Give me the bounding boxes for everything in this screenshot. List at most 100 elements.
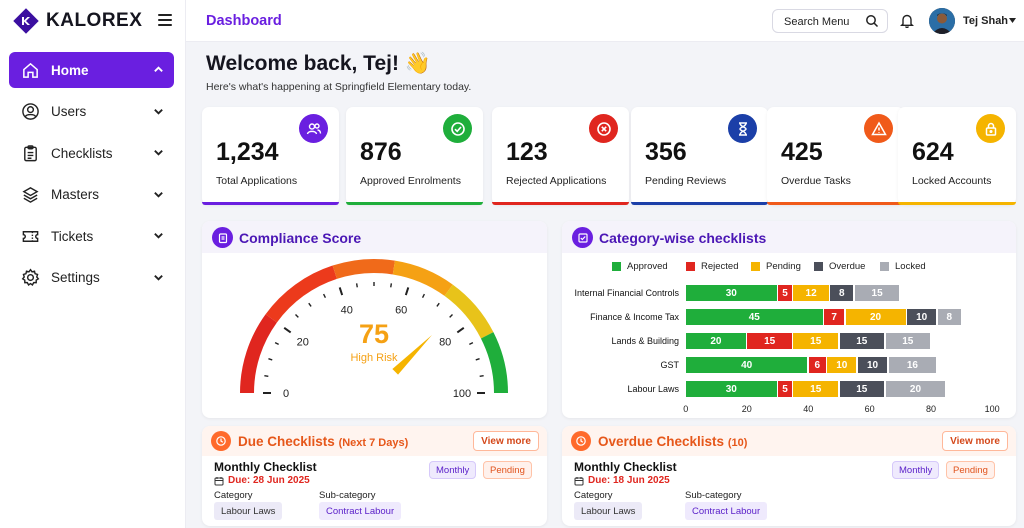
due-date: Due: 28 Jun 2025 [214, 475, 310, 486]
legend-item[interactable]: Pending [751, 261, 801, 272]
sidebar-item-settings[interactable]: Settings [9, 260, 174, 296]
gauge-tick-label: 0 [283, 388, 289, 400]
stat-accent-bar [898, 202, 1016, 205]
bar-segment[interactable]: 6 [808, 357, 826, 373]
category-label: Finance & Income Tax [590, 312, 679, 322]
chevron-down-icon[interactable] [153, 272, 164, 283]
bar-segment[interactable]: 20 [845, 309, 906, 325]
chevron-down-icon[interactable] [153, 106, 164, 117]
sidebar-item-home[interactable]: Home [9, 52, 174, 88]
bar-segment[interactable]: 10 [907, 309, 937, 325]
gauge-arc [392, 260, 453, 297]
chevron-down-icon[interactable] [153, 147, 164, 158]
category-label: Internal Financial Controls [574, 288, 679, 298]
search-menu-button[interactable]: Search Menu [772, 9, 888, 33]
clock-alert-icon [571, 431, 591, 451]
status-badge: Pending [483, 461, 532, 479]
chevron-up-icon[interactable] [153, 64, 164, 75]
view-more-button[interactable]: View more [942, 431, 1008, 451]
bar-segment[interactable]: 16 [888, 357, 937, 373]
x-axis-tick-label: 0 [683, 404, 689, 414]
checklist-name[interactable]: Monthly Checklist [574, 460, 677, 474]
bar-segment[interactable]: 40 [686, 357, 808, 373]
stat-card-approved-enrolments[interactable]: 876 Approved Enrolments [346, 107, 483, 205]
bar-segment[interactable]: 15 [793, 381, 838, 397]
bar-segment[interactable]: 5 [778, 381, 792, 397]
bar-segment[interactable]: 30 [686, 285, 777, 301]
bar-segment[interactable]: 10 [827, 357, 857, 373]
user-name[interactable]: Tej Shah [963, 15, 1009, 27]
stat-label: Approved Enrolments [360, 175, 461, 187]
compliance-gauge: 0 20 40 60 80 100 75 High Risk [240, 259, 508, 400]
legend-item[interactable]: Overdue [814, 261, 865, 272]
sidebar-item-label: Home [51, 62, 89, 78]
stat-card-pending-reviews[interactable]: 356 Pending Reviews [631, 107, 768, 205]
checklist-name[interactable]: Monthly Checklist [214, 460, 317, 474]
legend-swatch [612, 262, 621, 271]
sidebar-nav: Home Users Checklists Masters Tickets Se… [0, 52, 185, 296]
sidebar-item-tickets[interactable]: Tickets [9, 218, 174, 254]
frequency-badge: Monthly [429, 461, 477, 479]
panel-header: Overdue Checklists (10) View more [562, 426, 1016, 456]
stat-card-rejected-applications[interactable]: 123 Rejected Applications [492, 107, 629, 205]
legend-item[interactable]: Approved [612, 261, 668, 272]
category-label: GST [660, 360, 679, 370]
bar-segment[interactable]: 15 [885, 333, 931, 349]
bar-segment[interactable]: 30 [686, 381, 777, 397]
gauge-tick [404, 287, 410, 296]
bar-segment[interactable]: 10 [857, 357, 888, 373]
bar-segment[interactable]: 20 [686, 333, 746, 349]
bar-segment[interactable]: 8 [937, 309, 961, 325]
gauge-tick [390, 283, 393, 288]
title-text: Due Checklists [238, 434, 335, 449]
bar-segment[interactable]: 15 [854, 285, 900, 301]
chevron-down-icon[interactable] [153, 189, 164, 200]
stat-value: 1,234 [216, 138, 279, 166]
gauge-tick [479, 374, 484, 377]
frequency-badge: Monthly [892, 461, 940, 479]
bar-segment[interactable]: 45 [686, 309, 823, 325]
sidebar-item-users[interactable]: Users [9, 94, 174, 130]
bar-segment[interactable]: 15 [793, 333, 838, 349]
due-date-text: Due: 18 Jun 2025 [588, 475, 670, 486]
legend-item[interactable]: Rejected [686, 261, 739, 272]
stat-card-overdue-tasks[interactable]: 425 Overdue Tasks [767, 107, 904, 205]
bar-segment[interactable]: 15 [747, 333, 792, 349]
sidebar-item-masters[interactable]: Masters [9, 177, 174, 213]
gauge-tick [322, 293, 327, 298]
bar-segment[interactable]: 20 [885, 381, 946, 397]
stat-accent-bar [767, 202, 904, 205]
panel-title: Overdue Checklists (10) [598, 434, 747, 449]
panel-title: Due Checklists (Next 7 Days) [238, 434, 408, 449]
stat-card-total-applications[interactable]: 1,234 Total Applications [202, 107, 339, 205]
panel-header: Compliance Score [202, 221, 547, 253]
chevron-down-icon[interactable] [153, 230, 164, 241]
subcategory-label: Sub-category [319, 490, 376, 501]
bar-segment[interactable]: 15 [839, 381, 885, 397]
bar-segment[interactable]: 7 [824, 309, 845, 325]
x-axis-tick-label: 80 [926, 404, 937, 414]
menu-toggle-icon[interactable] [158, 14, 172, 26]
bar-segment[interactable]: 15 [839, 333, 885, 349]
category-label: Category [574, 490, 613, 501]
sidebar-item-checklists[interactable]: Checklists [9, 135, 174, 171]
stat-label: Rejected Applications [506, 175, 607, 187]
sidebar-item-label: Users [51, 104, 87, 120]
gauge-tick [355, 283, 358, 288]
legend-item[interactable]: Locked [880, 261, 926, 272]
caret-down-icon[interactable] [1009, 18, 1016, 23]
gauge-arc [240, 314, 278, 394]
gauge-tick [475, 358, 480, 361]
hourglass-icon [728, 114, 757, 143]
calendar-icon [214, 476, 224, 485]
bell-icon[interactable] [900, 13, 914, 28]
bar-segment[interactable]: 8 [830, 285, 854, 301]
stat-card-locked-accounts[interactable]: 624 Locked Accounts [898, 107, 1016, 205]
brand[interactable]: KALOREX [0, 0, 185, 42]
stat-label: Locked Accounts [912, 175, 992, 187]
bar-segment[interactable]: 12 [793, 285, 829, 301]
avatar[interactable] [929, 8, 955, 34]
legend-label: Overdue [829, 261, 866, 272]
view-more-button[interactable]: View more [473, 431, 539, 451]
bar-segment[interactable]: 5 [778, 285, 792, 301]
